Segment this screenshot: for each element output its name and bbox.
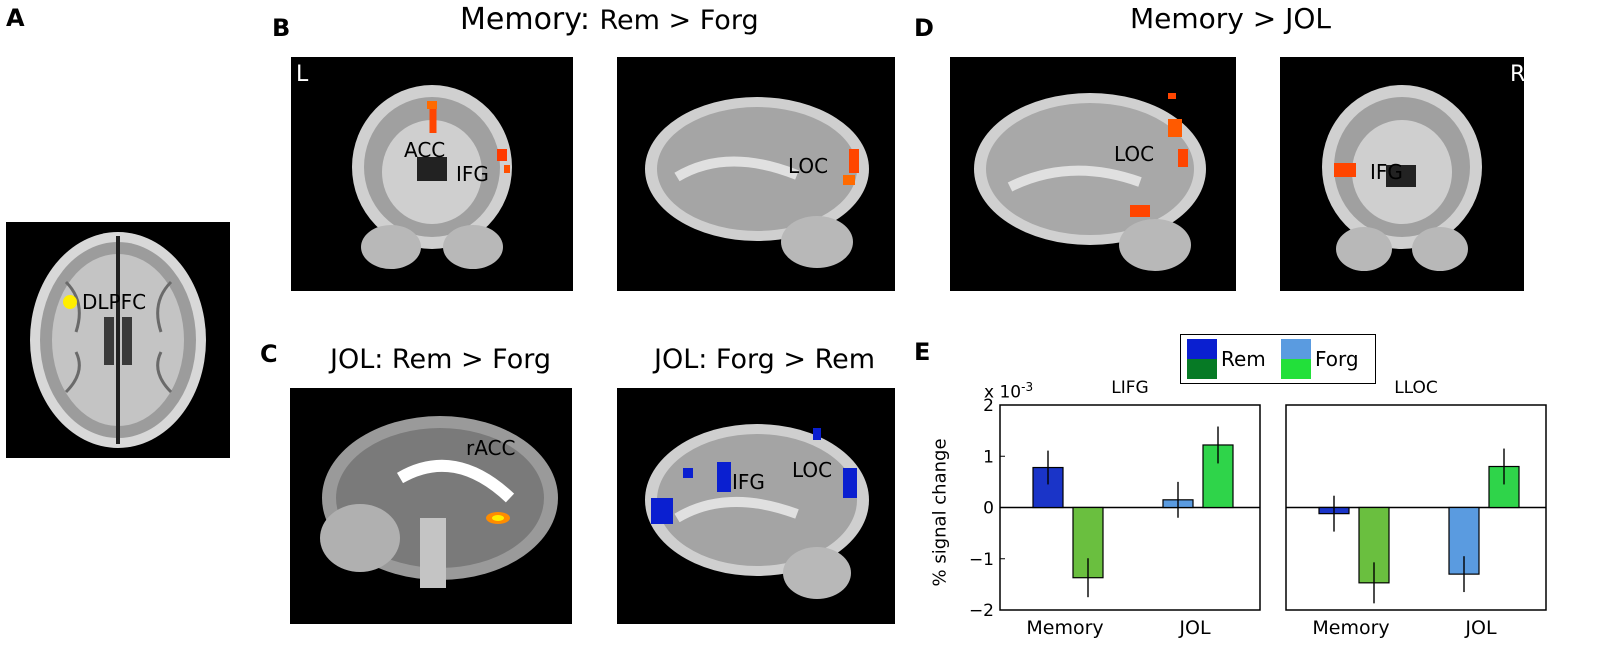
region-label-loc-c: LOC [792,458,833,482]
region-label-ifg-c: IFG [732,470,765,494]
panel-c-left-title: JOL: Rem > Forg [330,344,552,375]
region-label-loc-d: LOC [1114,142,1155,166]
panel-label-d: D [914,14,934,42]
region-label-ifg-d: IFG [1370,160,1403,184]
legend-swatch-forg-green [1281,359,1311,379]
y-tick-label: 2 [983,396,994,416]
panel-d-title: Memory > JOL [1130,2,1332,35]
region-label-acc: ACC [404,138,446,162]
bar-chart-area: LIFG −2 −1 0 1 2 Memory JOL LLOC Memory JOL [969,378,1547,639]
y-tick-label: 1 [983,447,994,467]
panel-b-title-bold: Memory: [460,2,590,37]
x-tick-label: Memory [1312,617,1389,639]
orientation-left: L [296,62,309,87]
y-tick-label: 0 [983,499,994,519]
x-tick-label: Memory [1026,617,1103,639]
region-label-ifg-b: IFG [456,162,489,186]
panel-b-title: Memory: Rem > Forg [460,2,759,37]
brain-image-d-sagittal [950,57,1236,291]
orientation-right: R [1510,62,1526,87]
x-tick-label: JOL [1178,617,1211,639]
legend-label-rem: Rem [1221,347,1266,371]
scale-factor: x 10-3 [984,380,1033,403]
activation-blob-dlpfc [63,295,77,309]
chart-title-0: LIFG [1111,378,1148,398]
scale-factor-base: x 10 [984,382,1022,403]
legend-label-forg: Forg [1315,347,1359,371]
chart-title-1: LLOC [1394,378,1438,398]
brain-image-b-coronal [291,57,573,291]
brain-image-b-sagittal [617,57,895,291]
legend-swatch-rem-green [1187,359,1217,379]
panel-label-a: A [6,4,25,32]
panel-c-right-title: JOL: Forg > Rem [654,344,876,375]
brain-image-c-sagittal [617,388,895,624]
panel-label-c: C [260,340,278,368]
panel-label-b: B [272,14,291,42]
region-label-racc: rACC [466,436,516,460]
scale-factor-exponent: -3 [1021,380,1034,394]
panel-label-e: E [914,338,931,366]
brain-image-d-coronal [1280,57,1524,291]
y-tick-label: −1 [969,550,994,570]
legend-swatch-forg-blue [1281,339,1311,359]
y-tick-label: −2 [969,601,994,621]
brain-image-c-midline [290,388,572,624]
panel-b-title-rest: Rem > Forg [599,5,759,36]
brain-image-axial [6,222,230,458]
region-label-dlpfc: DLPFC [82,290,147,314]
legend-swatch-rem-blue [1187,339,1217,359]
chart-legend: Rem Forg [1180,334,1376,384]
y-axis-label: % signal change [929,438,951,587]
region-label-loc-b: LOC [788,154,829,178]
x-tick-label: JOL [1464,617,1497,639]
